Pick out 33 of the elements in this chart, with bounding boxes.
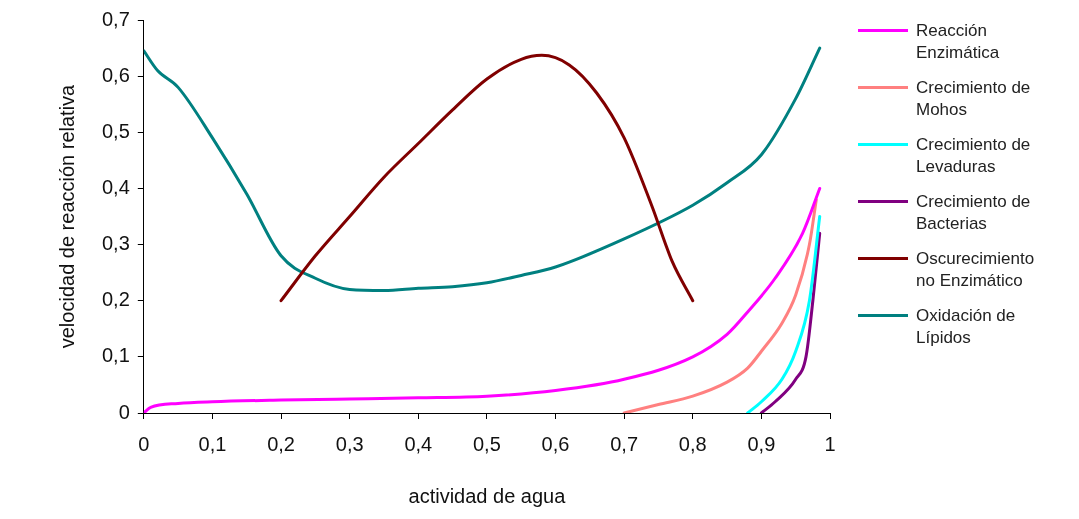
y-tick-label: 0,5 xyxy=(101,119,130,142)
x-tick-label: 0,7 xyxy=(610,432,639,455)
y-tick-label: 0,1 xyxy=(101,344,130,367)
y-tick-label: 0,4 xyxy=(101,175,130,198)
x-tick-label: 1 xyxy=(824,432,836,455)
x-axis-title: actividad de agua xyxy=(408,484,567,507)
line-series xyxy=(622,198,818,413)
x-tick-label: 0,5 xyxy=(473,432,501,455)
y-tick-label: 0,3 xyxy=(101,232,130,255)
x-tick-label: 0,6 xyxy=(541,432,570,455)
line-series xyxy=(746,215,822,413)
x-tick-label: 0,9 xyxy=(747,432,776,455)
y-tick-label: 0 xyxy=(118,400,130,423)
x-tick-label: 0,3 xyxy=(335,432,364,455)
x-tick-label: 0,2 xyxy=(267,432,295,455)
line-series xyxy=(143,186,822,413)
legend-label: Oscurecimiento no Enzimático xyxy=(916,248,1036,292)
legend-label: Crecimiento de Mohos xyxy=(916,77,1032,121)
y-tick-label: 0,6 xyxy=(101,63,130,86)
legend-label: Crecimiento de Levaduras xyxy=(916,134,1032,178)
legend-label: Reacción Enzimática xyxy=(916,20,1001,64)
legend-label: Crecimiento de Bacterias xyxy=(916,191,1032,235)
y-axis-title: velocidad de reacción relativa xyxy=(55,83,78,349)
line-series xyxy=(279,53,695,303)
x-tick-label: 0,4 xyxy=(404,432,433,455)
line-series xyxy=(143,46,822,293)
legend-label: Oxidación de Lípidos xyxy=(916,305,1017,349)
x-tick-label: 0,8 xyxy=(678,432,707,455)
x-tick-label: 0 xyxy=(138,432,150,455)
x-tick-label: 0,1 xyxy=(198,432,227,455)
line-series xyxy=(759,231,822,413)
y-tick-label: 0,2 xyxy=(101,288,130,311)
y-tick-label: 0,7 xyxy=(101,7,130,30)
